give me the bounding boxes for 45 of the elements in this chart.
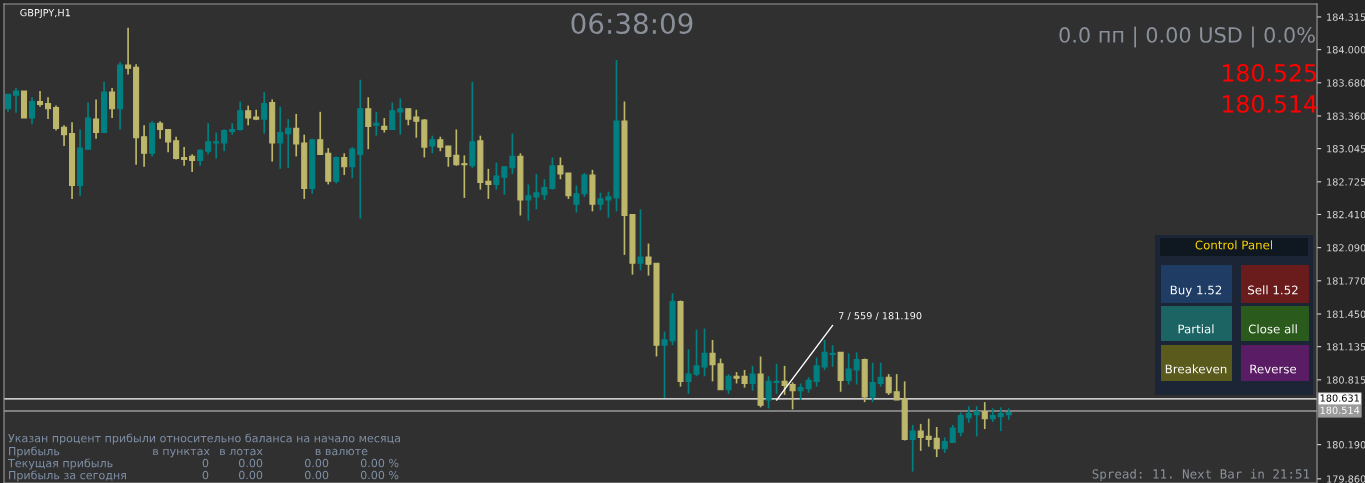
chart-title: GBPJPY,H1 <box>20 8 70 19</box>
annotation: 7 / 559 / 181.190 <box>838 312 922 321</box>
y-tick-label: 183.045 <box>1327 145 1365 153</box>
ref-line-label: 180.514 <box>1320 406 1360 414</box>
y-tick-label: 180.190 <box>1327 441 1365 449</box>
annotation: 06:38:09 <box>571 13 693 35</box>
y-tick-label: 183.680 <box>1327 79 1365 87</box>
y-tick-label: 179.860 <box>1327 475 1365 483</box>
annotation: Указан процент прибыли относительно баланса на начало месяца <box>8 433 400 445</box>
annotation: 0 <box>202 458 209 468</box>
y-tick-label: 181.135 <box>1327 343 1365 351</box>
annotation: Buy 1.52 <box>1170 285 1222 297</box>
annotation: 0.00 <box>238 470 263 480</box>
annotation: 0.00 % <box>360 470 399 480</box>
annotation: Sell 1.52 <box>1248 285 1298 295</box>
annotation: 0.00 % <box>360 458 399 468</box>
annotation: в лотах <box>220 448 263 456</box>
y-tick-label: 182.090 <box>1327 244 1365 252</box>
annotation: 0.00 <box>304 470 329 480</box>
y-tick-label: 181.450 <box>1327 310 1365 318</box>
y-tick-label: 184.000 <box>1327 46 1365 54</box>
annotation: в валюте <box>315 448 368 456</box>
y-tick-label: 182.725 <box>1327 178 1365 186</box>
annotation: 0 <box>202 470 209 480</box>
y-tick-label: 181.770 <box>1327 277 1365 285</box>
annotation: 0.0 пп | 0.00 USD | 0.0% <box>1059 26 1315 48</box>
annotation: Control Panel <box>1195 240 1273 250</box>
annotation: Текущая прибыль <box>7 458 113 470</box>
annotation: 180.525 <box>1222 63 1316 82</box>
annotation: Partial <box>1178 324 1214 334</box>
annotation: в пунктах <box>153 448 210 458</box>
annotation: 0.00 <box>238 458 263 468</box>
annotation: Прибыль <box>9 446 60 458</box>
ref-line-label: 180.631 <box>1320 394 1359 402</box>
annotation: Breakeven <box>1165 364 1227 374</box>
annotation: Прибыль за сегодня <box>9 470 126 482</box>
y-tick-label: 182.410 <box>1327 210 1365 219</box>
annotation: Close all <box>1248 324 1297 334</box>
annotation: 180.514 <box>1222 94 1317 113</box>
annotation: Reverse <box>1250 364 1297 374</box>
annotation: 0.00 <box>304 458 329 468</box>
y-tick-label: 184.315 <box>1327 13 1365 21</box>
y-tick-label: 183.360 <box>1327 112 1365 120</box>
annotation: Spread: 11. Next Bar in 21:51 <box>1092 468 1310 482</box>
y-tick-label: 180.815 <box>1327 376 1365 384</box>
